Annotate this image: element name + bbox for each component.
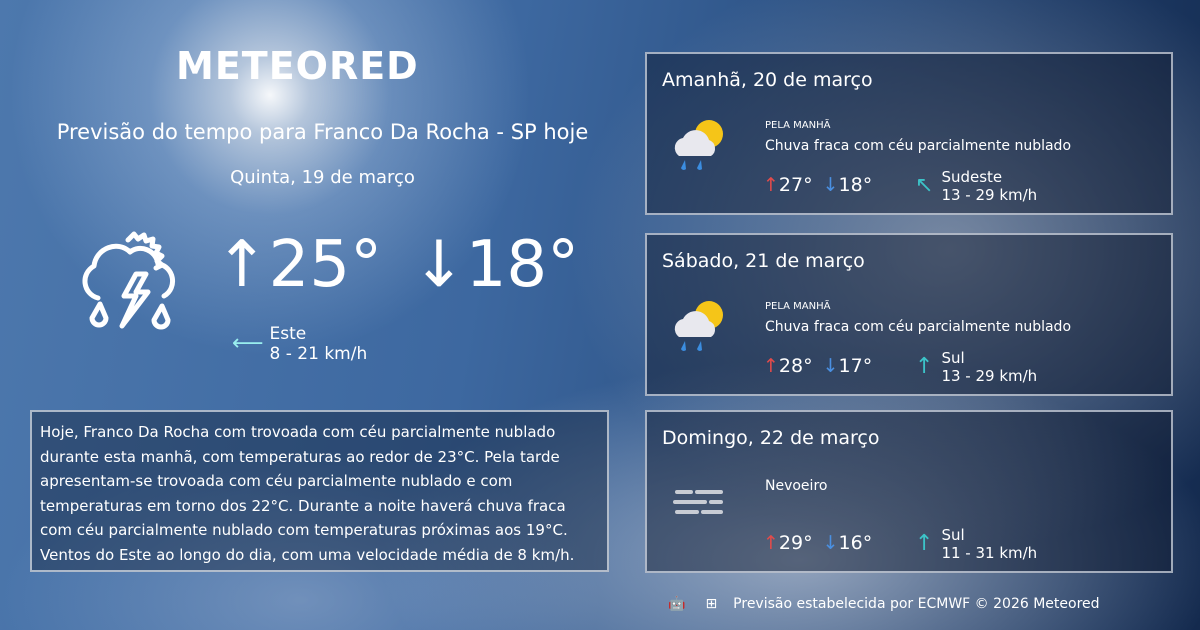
wind-arrow-icon: ↖ (915, 173, 934, 198)
forecast-card[interactable]: Amanhã, 20 de março PELA MANHÃ Chuva fra… (645, 52, 1173, 215)
rain-partly-cloudy-icon (674, 301, 723, 351)
windows-icon[interactable]: ⊞ (705, 596, 718, 612)
wind-arrow-icon: ↑ (915, 354, 934, 379)
forecast-card[interactable]: Sábado, 21 de março PELA MANHÃ Chuva fra… (645, 233, 1173, 396)
android-icon[interactable]: 🤖 (668, 596, 686, 612)
today-min-temp: ↓18° (412, 228, 580, 302)
forecast-card[interactable]: Domingo, 22 de março Nevoeiro ↑29° ↓16° ↑… (645, 410, 1173, 573)
today-date: Quinta, 19 de março (230, 167, 415, 188)
footer-credit: Previsão estabelecida por ECMWF © 2026 M… (733, 596, 1100, 612)
meteored-logo[interactable]: METEORED (176, 44, 419, 88)
thunderstorm-partly-cloudy-icon (82, 231, 175, 330)
today-max-temp: ↑25° (215, 228, 383, 302)
fog-icon (673, 490, 723, 514)
wind-arrow-icon: ⟵ (232, 331, 264, 356)
today-wind: ⟵ Este 8 - 21 km/h (232, 324, 368, 364)
rain-partly-cloudy-icon (674, 120, 723, 170)
forecast-description: Hoje, Franco Da Rocha com trovoada com c… (30, 410, 609, 572)
wind-arrow-icon: ↑ (915, 531, 934, 556)
page-title: Previsão do tempo para Franco Da Rocha -… (56, 120, 589, 144)
